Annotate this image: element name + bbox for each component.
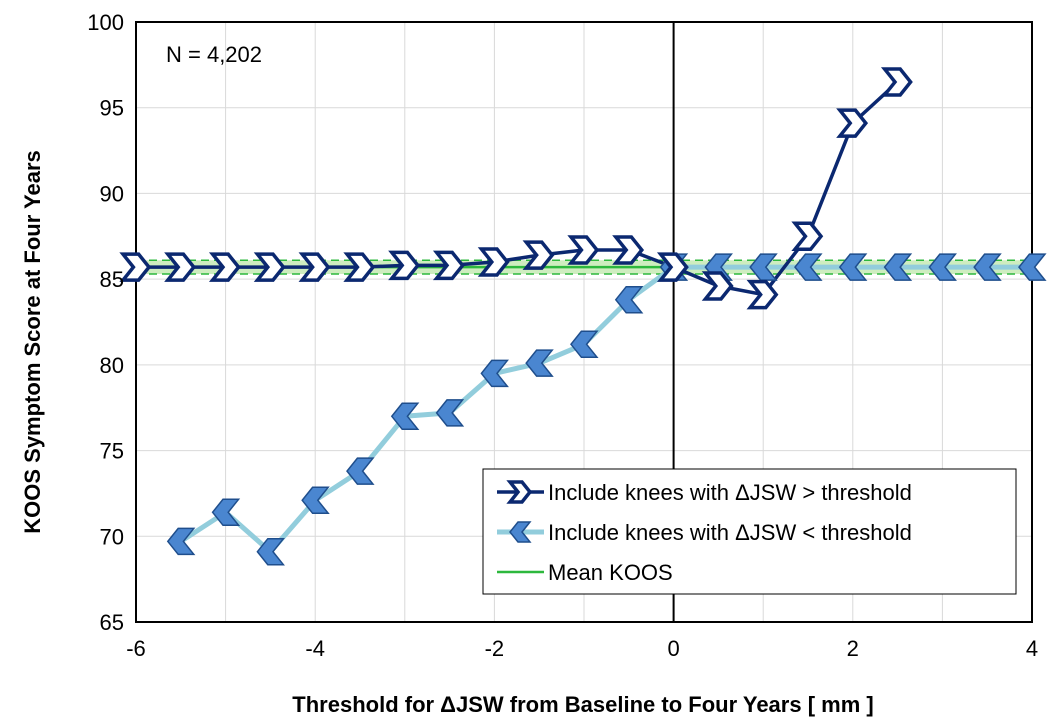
- x-tick-label: -6: [126, 636, 146, 661]
- plot-area-border: [135, 21, 1033, 623]
- below-threshold-point: [166, 527, 196, 556]
- legend-label-above-threshold: Include knees with ΔJSW > threshold: [548, 480, 912, 505]
- legend-label-below-threshold: Include knees with ΔJSW < threshold: [548, 520, 912, 545]
- below-threshold-point: [346, 457, 375, 485]
- y-tick-label: 90: [100, 181, 124, 206]
- below-threshold-point: [973, 253, 1002, 281]
- below-threshold-point: [256, 537, 285, 566]
- above-threshold-point: [388, 250, 421, 281]
- below-threshold-point: [1018, 253, 1047, 281]
- below-threshold-point: [838, 253, 868, 281]
- x-tick-label: 4: [1026, 636, 1038, 661]
- below-threshold-point: [570, 330, 599, 359]
- below-threshold-point: [480, 359, 509, 388]
- above-threshold-point: [164, 252, 197, 282]
- sample-size-annotation: N = 4,202: [166, 42, 262, 67]
- below-threshold-point: [301, 486, 330, 515]
- above-threshold-point: [836, 108, 869, 138]
- above-threshold-point: [119, 252, 152, 282]
- above-threshold-point: [343, 252, 376, 282]
- x-tick-label: 2: [847, 636, 859, 661]
- legend-marker-below-threshold: [509, 521, 532, 543]
- above-threshold-point: [701, 271, 734, 301]
- above-threshold-point: [432, 250, 465, 281]
- x-tick-label: -4: [305, 636, 325, 661]
- above-threshold-point: [477, 247, 510, 277]
- above-threshold-point: [522, 240, 555, 270]
- above-threshold-point: [253, 252, 286, 282]
- legend-box: [482, 468, 1017, 595]
- y-tick-label: 100: [87, 10, 124, 35]
- legend: Include knees with ΔJSW > threshold Incl…: [482, 468, 1017, 595]
- above-threshold-point: [298, 252, 331, 282]
- legend-marker-above-threshold: [506, 480, 533, 504]
- below-threshold-point: [928, 253, 957, 281]
- y-tick-label: 75: [100, 439, 124, 464]
- above-threshold-point: [612, 235, 645, 265]
- below-threshold-point: [390, 402, 420, 431]
- y-tick-label: 65: [100, 610, 124, 635]
- above-threshold-point: [567, 235, 600, 265]
- x-axis-title: Threshold for ΔJSW from Baseline to Four…: [292, 692, 873, 717]
- above-threshold-point: [208, 252, 241, 282]
- above-threshold-point: [880, 67, 913, 97]
- series: [119, 67, 1047, 566]
- legend-label-mean-koos: Mean KOOS: [548, 560, 673, 585]
- y-tick-label: 80: [100, 353, 124, 378]
- below-threshold-point: [883, 253, 913, 281]
- x-tick-label: -2: [485, 636, 505, 661]
- legend-item-above-threshold: [497, 480, 544, 504]
- below-threshold-point: [525, 349, 554, 377]
- above-threshold-point: [791, 221, 824, 252]
- tick-labels: -6 -4 -2 0 2 4 65 70 75 80 85 90 95 100: [87, 10, 1038, 661]
- above-threshold-point: [656, 252, 689, 282]
- below-threshold-point: [435, 399, 465, 427]
- x-tick-label: 0: [667, 636, 679, 661]
- below-threshold-point: [211, 498, 241, 527]
- legend-item-below-threshold: [497, 521, 544, 543]
- above-threshold-point: [746, 279, 779, 310]
- below-threshold-point: [614, 285, 644, 314]
- y-tick-label: 85: [100, 267, 124, 292]
- y-axis-title: KOOS Symptom Score at Four Years: [20, 150, 45, 534]
- below-threshold-point: [794, 253, 823, 281]
- y-tick-label: 95: [100, 96, 124, 121]
- y-tick-label: 70: [100, 524, 124, 549]
